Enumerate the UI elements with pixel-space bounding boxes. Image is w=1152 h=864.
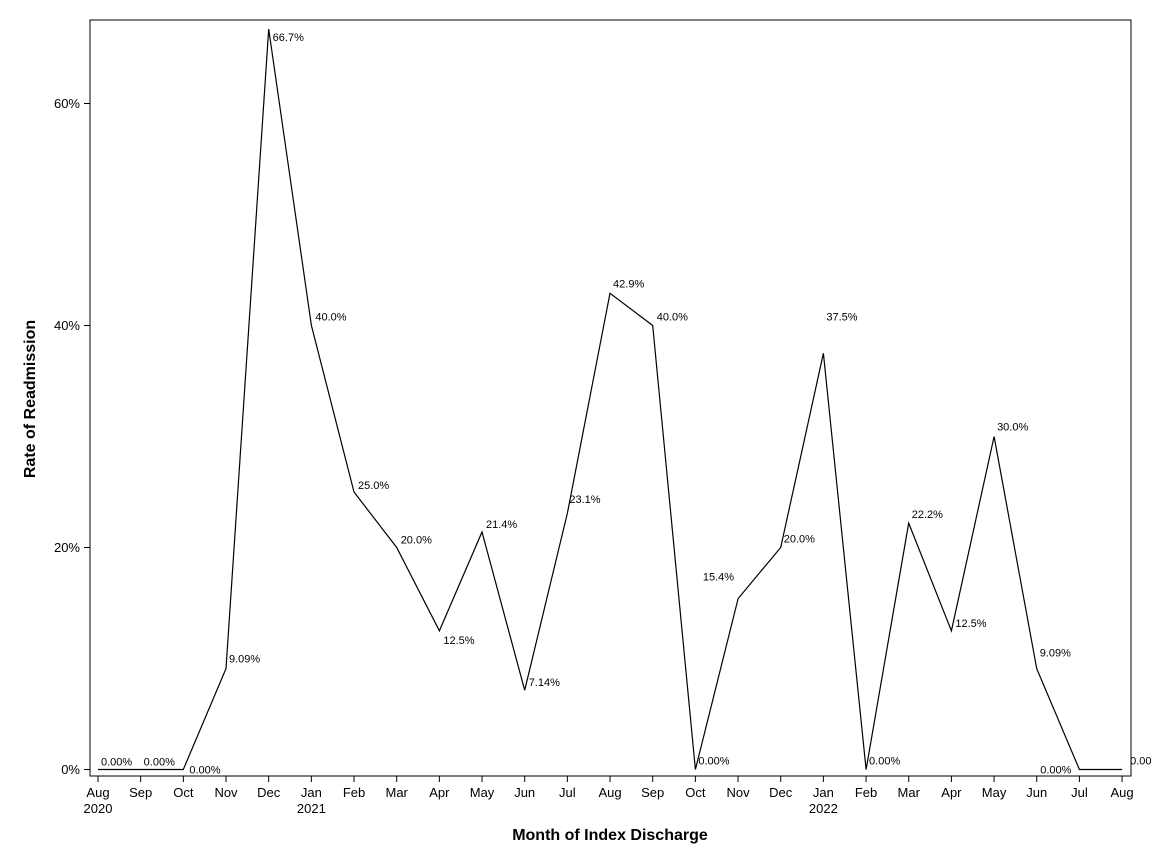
x-tick-label: Aug [1111,785,1134,800]
x-tick-label: Feb [855,785,877,800]
x-tick-label: Aug [598,785,621,800]
data-label: 40.0% [657,312,688,324]
data-label: 0.00% [101,757,132,769]
data-label: 25.0% [358,480,389,492]
data-label: 0.00% [1040,765,1071,777]
data-labels-group: 0.00% 0.00% 0.00% 9.09% 66.7% 40.0% 25.0% 20.0%… [101,32,1152,776]
data-label: 0.00% [189,765,220,777]
y-tick-label: 0% [61,762,80,777]
x-tick-label: Jul [1071,785,1088,800]
data-label: 15.4% [703,572,734,584]
x-tick-label: Apr [429,785,450,800]
data-label: 66.7% [273,32,304,44]
y-axis-title: Rate of Readmission [22,320,39,478]
x-tick-label: Mar [385,785,408,800]
x-tick-label: Aug [86,785,109,800]
data-label: 12.5% [955,618,986,630]
data-label: 23.1% [569,494,600,506]
data-label: 30.0% [997,422,1028,434]
x-axis: Aug Sep Oct Nov Dec Jan Feb Mar Apr May Jun Jul Aug S… [84,776,1134,816]
x-tick-label: Feb [343,785,365,800]
data-label: 0.00% [869,756,900,768]
x-tick-label: Apr [941,785,962,800]
data-label: 20.0% [401,535,432,547]
x-tick-label: Jan [813,785,834,800]
readmission-rate-line [98,29,1123,771]
x-tick-label: Nov [214,785,238,800]
x-tick-label: Jul [559,785,576,800]
y-tick-label: 60% [54,96,80,111]
x-axis-title: Month of Index Discharge [512,827,708,844]
x-tick-label: Mar [898,785,921,800]
y-axis: 0% 20% 40% 60% [54,96,90,777]
x-year-label: 2021 [297,801,326,816]
data-label: 22.2% [912,509,943,521]
x-tick-label: Jun [514,785,535,800]
x-year-label: 2022 [809,801,838,816]
x-tick-label: Dec [769,785,793,800]
data-label: 37.5% [826,311,857,323]
y-tick-label: 20% [54,540,80,555]
x-tick-label: Sep [641,785,664,800]
y-tick-label: 40% [54,318,80,333]
data-label: 20.0% [784,534,815,546]
x-year-label: 2020 [84,801,113,816]
x-tick-label: Nov [726,785,750,800]
x-tick-label: May [470,785,495,800]
data-label: 40.0% [315,312,346,324]
x-tick-label: Oct [173,785,194,800]
data-label: 0.00% [698,756,729,768]
x-tick-label: May [982,785,1007,800]
data-label: 9.09% [1040,648,1071,660]
x-tick-label: Jun [1026,785,1047,800]
x-tick-label: Oct [685,785,706,800]
x-tick-label: Dec [257,785,281,800]
data-label: 9.09% [229,654,260,666]
data-label: 0.00% [1130,756,1152,768]
x-tick-label: Sep [129,785,152,800]
x-tick-label: Jan [301,785,322,800]
series-group [98,29,1123,771]
data-label: 0.00% [144,757,175,769]
data-label: 7.14% [529,677,560,689]
data-label: 12.5% [443,635,474,647]
data-label: 42.9% [613,278,644,290]
data-label: 21.4% [486,519,517,531]
